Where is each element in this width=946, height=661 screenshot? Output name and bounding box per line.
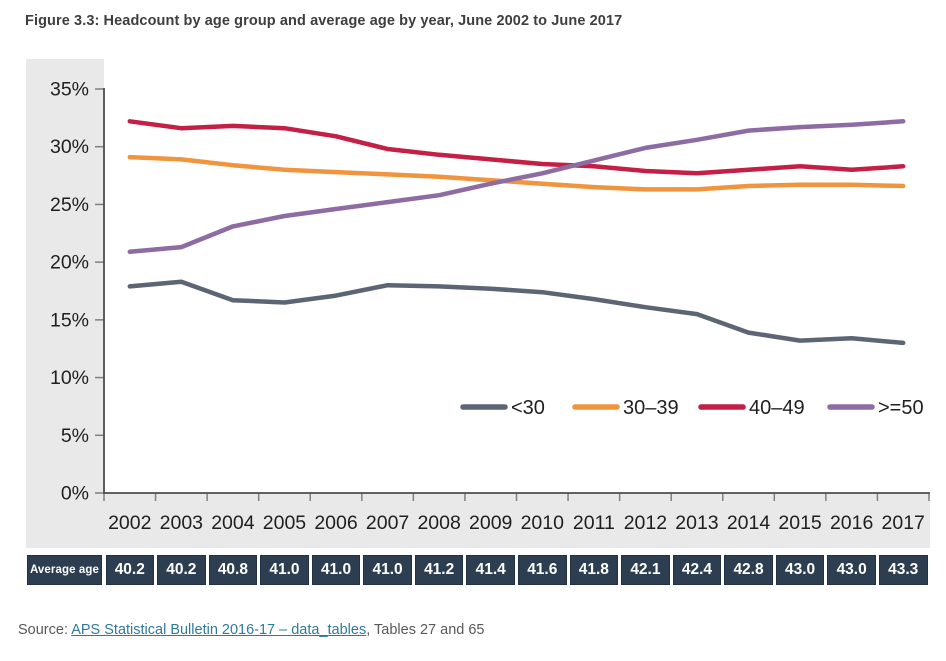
axis-lines	[103, 88, 930, 494]
average-age-value-2015: 43.0	[775, 555, 825, 585]
x-axis-label: 2014	[727, 512, 771, 534]
series-line->=50	[127, 119, 906, 255]
x-axis-label: 2008	[417, 512, 460, 534]
y-axis-label: 15%	[50, 309, 89, 331]
average-age-value-2010: 41.6	[518, 555, 567, 585]
average-age-value-2013: 42.4	[672, 555, 722, 585]
x-axis-label: 2009	[469, 512, 512, 534]
source-note: Source: APS Statistical Bulletin 2016-17…	[18, 622, 484, 638]
average-age-value-2017: 43.3	[878, 555, 928, 585]
x-axis-label: 2007	[366, 512, 409, 534]
x-axis-label: 2011	[573, 512, 615, 534]
average-age-value-2014: 42.8	[724, 555, 773, 585]
y-axis-label: 5%	[61, 425, 89, 447]
average-age-value-2008: 41.2	[414, 555, 464, 585]
y-axis-label: 0%	[61, 483, 89, 505]
chart-panel: 0% 5% 10% 15% 20% 25% 30% 35% 2002 2003 2004 2005 20…	[26, 59, 930, 548]
y-axis-label: 35%	[50, 79, 89, 101]
average-age-value-2011: 41.8	[569, 555, 619, 585]
x-axis-label: 2006	[314, 512, 357, 534]
x-axis-label: 2002	[108, 512, 151, 534]
x-axis-label: 2017	[882, 512, 925, 534]
legend-label-<30: <30	[511, 397, 545, 419]
legend-label-30–39: 30–39	[623, 397, 679, 419]
average-age-value-2007: 41.0	[363, 555, 412, 585]
legend-label-40–49: 40–49	[749, 397, 805, 419]
source-prefix: Source:	[18, 622, 72, 638]
x-axis-label: 2016	[830, 512, 873, 534]
legend-label->=50: >=50	[878, 397, 924, 419]
series-line-40–49	[127, 119, 906, 176]
line-chart: 0% 5% 10% 15% 20% 25% 30% 35% 2002 2003 2004 2005 20…	[50, 59, 930, 534]
x-axis-label: 2015	[778, 512, 822, 534]
average-age-table: Average age 40.2 40.2 40.8 41.0 41.0 41.0 41.2 4…	[26, 555, 930, 585]
average-age-value-2004: 40.8	[208, 555, 258, 585]
figure-title: Figure 3.3: Headcount by age group and a…	[25, 13, 623, 29]
y-axis-label: 30%	[50, 136, 89, 158]
average-age-value-2016: 43.0	[827, 555, 876, 585]
x-axis-label: 2004	[211, 512, 255, 534]
source-suffix: , Tables 27 and 65	[366, 622, 485, 638]
average-age-value-2002: 40.2	[105, 555, 155, 585]
source-link[interactable]: APS Statistical Bulletin 2016-17 – data_…	[71, 622, 367, 638]
series-line-<30	[127, 279, 906, 346]
x-axis-label: 2005	[263, 512, 307, 534]
average-age-value-2012: 42.1	[621, 555, 670, 585]
series-line-30–39	[127, 154, 906, 192]
average-age-label: Average age	[27, 555, 102, 585]
x-axis-label: 2013	[675, 512, 718, 534]
x-axis-label: 2003	[160, 512, 203, 534]
y-axis-label: 25%	[50, 194, 89, 216]
average-age-value-2005: 41.0	[260, 555, 309, 585]
x-axis-label: 2012	[624, 512, 667, 534]
average-age-value-2003: 40.2	[157, 555, 206, 585]
average-age-value-2006: 41.0	[311, 555, 361, 585]
plot-area	[104, 59, 930, 493]
y-axis-label: 20%	[50, 252, 89, 274]
y-axis-label: 10%	[50, 367, 89, 389]
average-age-value-2009: 41.4	[466, 555, 515, 585]
x-axis-label: 2010	[521, 512, 565, 534]
